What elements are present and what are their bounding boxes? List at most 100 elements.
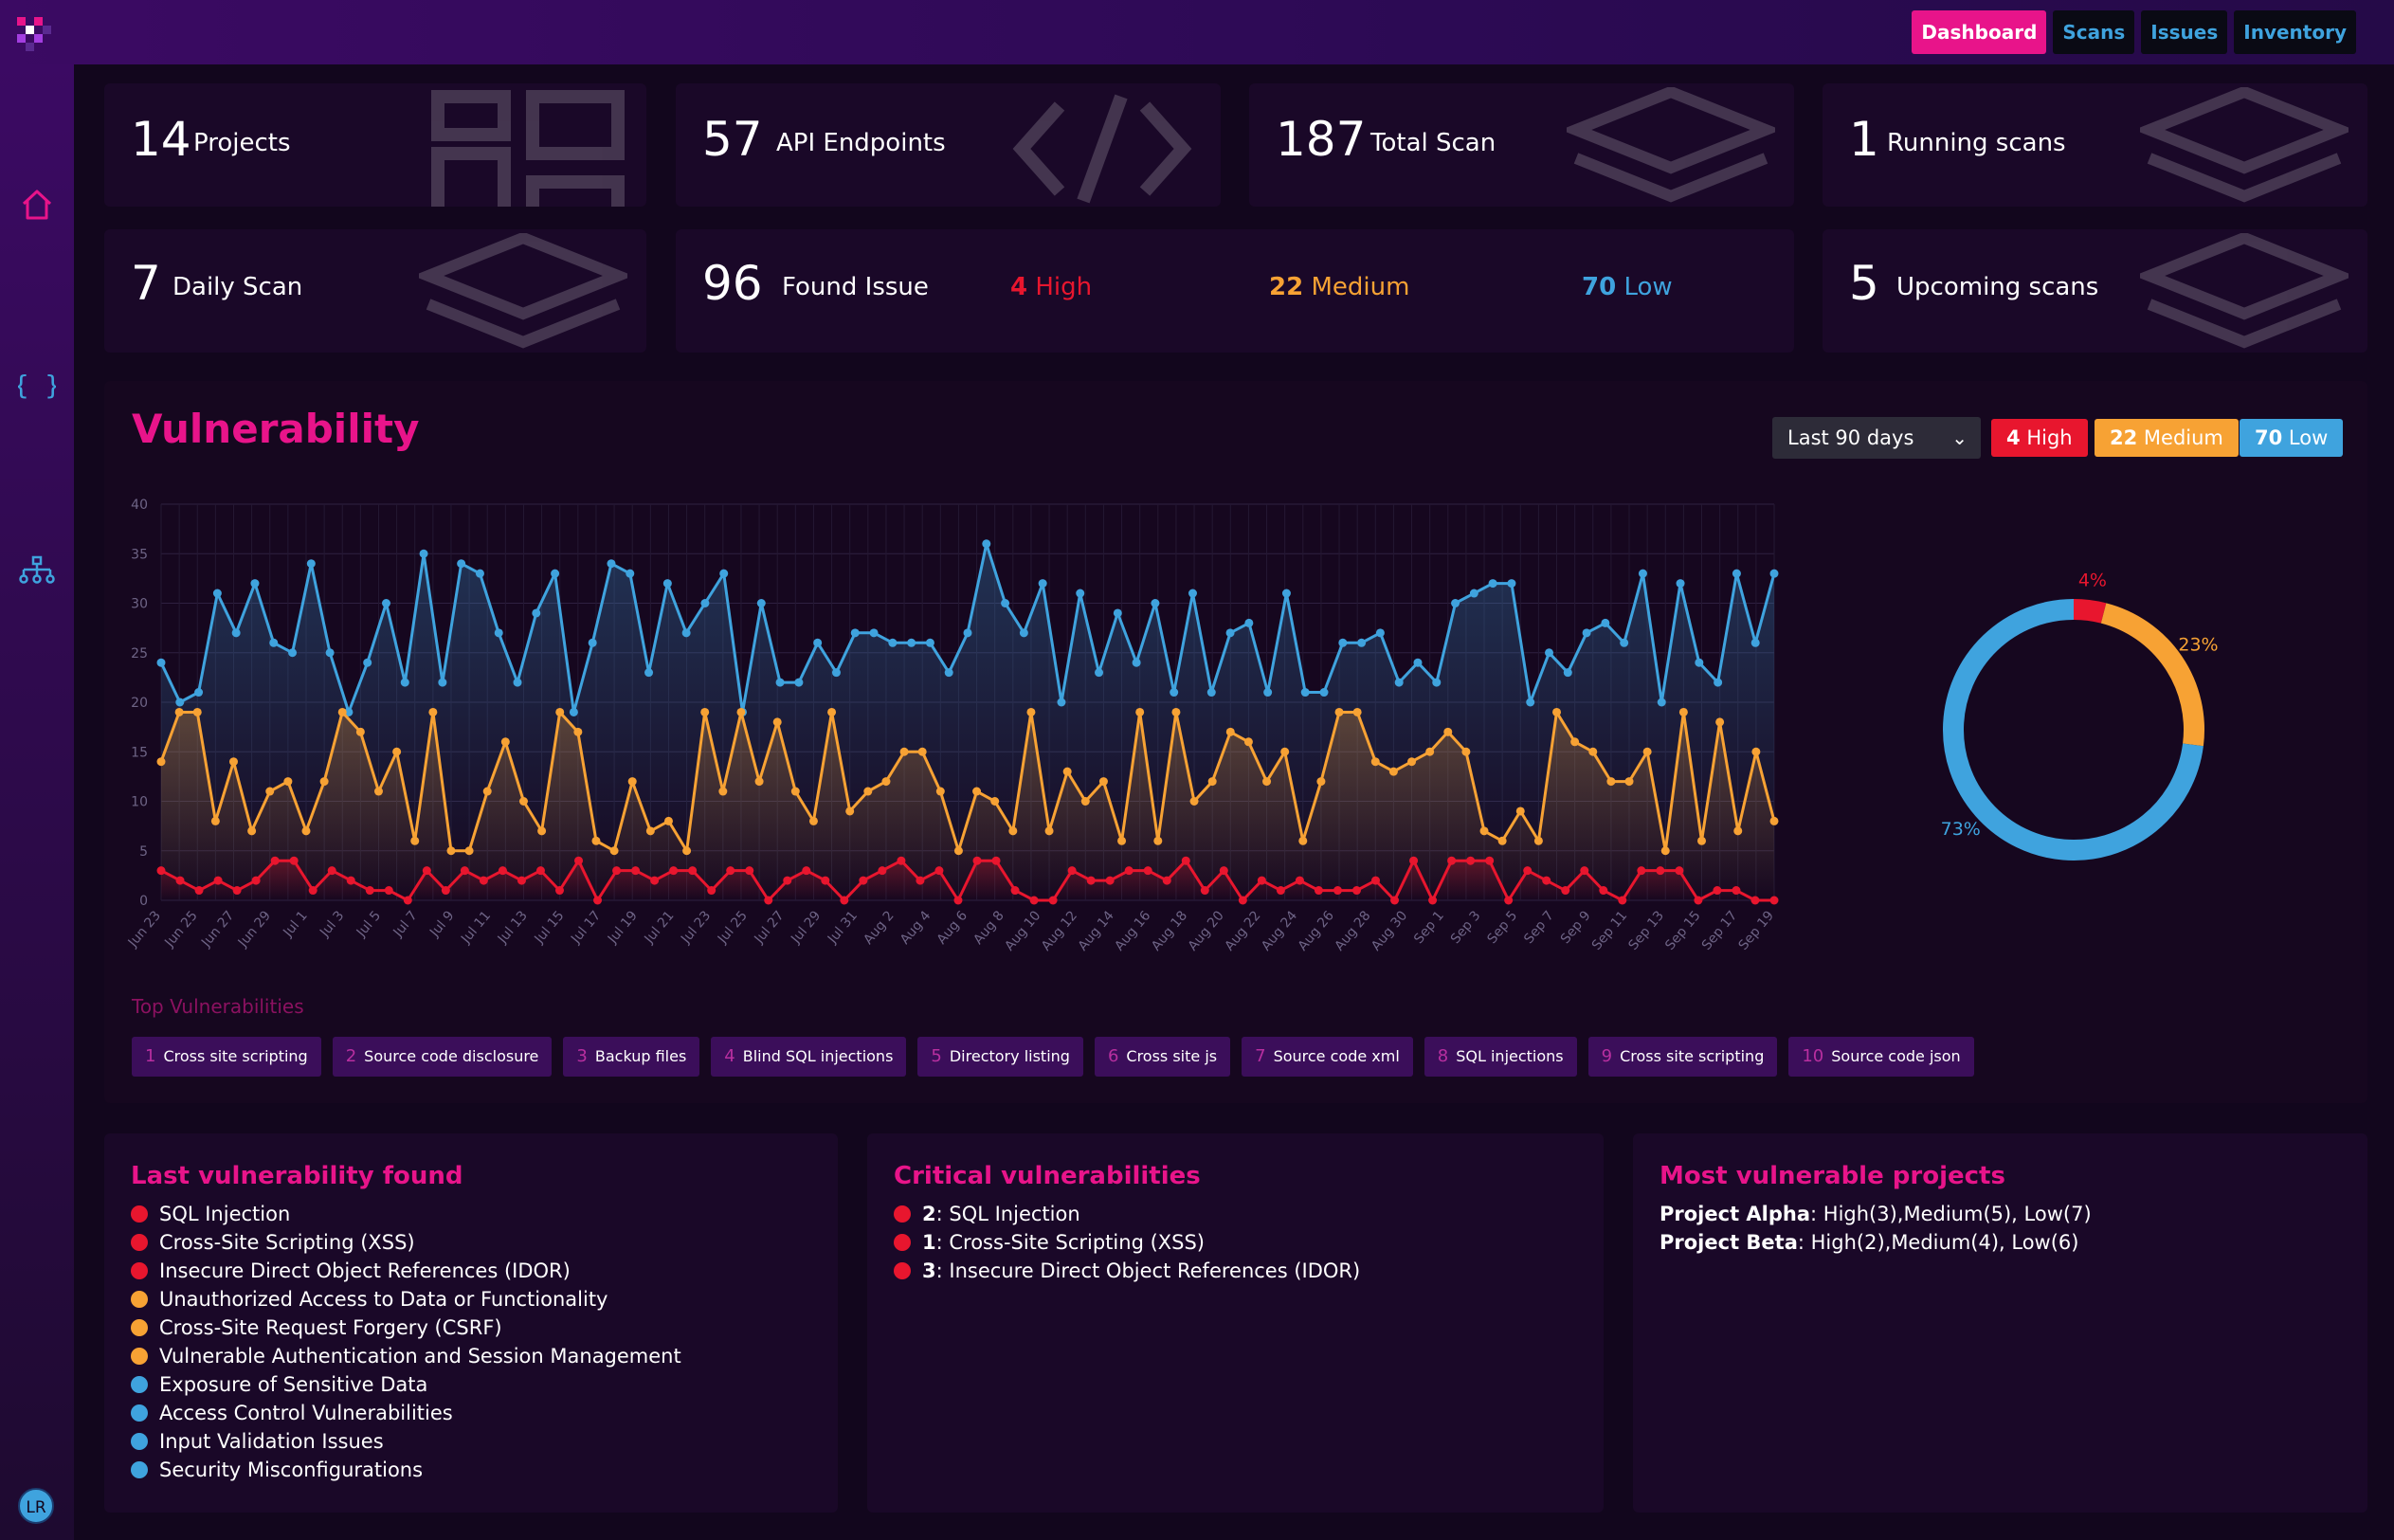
data-point-medium[interactable] <box>537 826 547 836</box>
data-point-low[interactable] <box>438 678 447 687</box>
data-point-low[interactable] <box>381 599 390 607</box>
data-point-medium[interactable] <box>863 787 873 796</box>
badge-high[interactable]: 4 High <box>1991 419 2088 457</box>
data-point-high[interactable] <box>631 866 641 876</box>
data-point-high[interactable] <box>1276 886 1285 896</box>
data-point-low[interactable] <box>907 638 916 647</box>
data-point-high[interactable] <box>991 856 1001 865</box>
data-point-low[interactable] <box>1151 599 1160 607</box>
data-point-medium[interactable] <box>790 787 800 796</box>
data-point-low[interactable] <box>1695 658 1704 667</box>
data-point-medium[interactable] <box>1715 717 1725 727</box>
data-point-low[interactable] <box>363 658 372 667</box>
data-point-medium[interactable] <box>174 707 184 716</box>
data-point-low[interactable] <box>719 569 729 578</box>
donut-slice-medium[interactable] <box>2100 603 2204 747</box>
data-point-medium[interactable] <box>482 787 492 796</box>
data-point-medium[interactable] <box>645 826 655 836</box>
data-point-high[interactable] <box>1656 866 1665 876</box>
data-point-medium[interactable] <box>736 707 746 716</box>
data-point-low[interactable] <box>1113 608 1122 618</box>
data-point-high[interactable] <box>346 876 355 885</box>
data-point-high[interactable] <box>1580 866 1589 876</box>
data-point-medium[interactable] <box>446 846 456 856</box>
data-point-high[interactable] <box>916 876 925 885</box>
data-point-high[interactable] <box>175 876 185 885</box>
data-point-medium[interactable] <box>373 787 383 796</box>
data-point-high[interactable] <box>498 866 507 876</box>
data-point-medium[interactable] <box>410 836 420 845</box>
data-point-medium[interactable] <box>428 707 438 716</box>
data-point-high[interactable] <box>1257 876 1266 885</box>
top-vulnerability-tag[interactable]: 1 Cross site scripting <box>132 1037 321 1077</box>
data-point-low[interactable] <box>288 648 298 658</box>
data-point-high[interactable] <box>859 876 868 885</box>
data-point-high[interactable] <box>1351 886 1361 896</box>
data-point-low[interactable] <box>700 599 710 607</box>
data-point-medium[interactable] <box>1479 826 1489 836</box>
data-point-high[interactable] <box>1618 896 1627 905</box>
data-point-high[interactable] <box>897 856 906 865</box>
data-point-low[interactable] <box>831 668 841 678</box>
top-vulnerability-tag[interactable]: 8 SQL injections <box>1424 1037 1577 1077</box>
donut-slice-high[interactable] <box>2073 599 2107 624</box>
data-point-low[interactable] <box>1526 698 1535 707</box>
data-point-medium[interactable] <box>1425 747 1435 756</box>
top-vulnerability-tag[interactable]: 6 Cross site js <box>1094 1037 1231 1077</box>
data-point-low[interactable] <box>1170 688 1179 698</box>
data-point-medium[interactable] <box>1135 707 1145 716</box>
data-point-low[interactable] <box>1769 569 1779 578</box>
data-point-medium[interactable] <box>899 747 909 756</box>
data-point-low[interactable] <box>607 559 616 569</box>
top-vulnerability-tag[interactable]: 5 Directory listing <box>917 1037 1083 1077</box>
data-point-medium[interactable] <box>1171 707 1181 716</box>
data-point-low[interactable] <box>1076 589 1085 598</box>
data-point-low[interactable] <box>1432 678 1442 687</box>
data-point-high[interactable] <box>270 856 280 865</box>
data-point-high[interactable] <box>422 866 431 876</box>
data-point-low[interactable] <box>850 628 860 638</box>
data-point-medium[interactable] <box>1606 777 1616 787</box>
data-point-high[interactable] <box>232 886 242 896</box>
data-point-low[interactable] <box>662 579 672 589</box>
nav-scans[interactable]: Scans <box>2053 10 2135 54</box>
data-point-medium[interactable] <box>1225 727 1235 736</box>
data-point-medium[interactable] <box>337 707 347 716</box>
data-point-medium[interactable] <box>1388 767 1398 776</box>
data-point-high[interactable] <box>327 866 336 876</box>
data-point-high[interactable] <box>1485 856 1495 865</box>
data-point-low[interactable] <box>1019 628 1028 638</box>
data-point-medium[interactable] <box>772 717 782 727</box>
data-point-medium[interactable] <box>1117 836 1127 845</box>
data-point-medium[interactable] <box>1407 757 1417 767</box>
data-point-medium[interactable] <box>1751 747 1761 756</box>
data-point-medium[interactable] <box>1280 747 1290 756</box>
top-vulnerability-tag[interactable]: 9 Cross site scripting <box>1587 1037 1778 1077</box>
data-point-medium[interactable] <box>464 846 474 856</box>
data-point-medium[interactable] <box>953 846 963 856</box>
data-point-medium[interactable] <box>1515 806 1525 816</box>
data-point-low[interactable] <box>156 658 166 667</box>
data-point-low[interactable] <box>1545 648 1554 658</box>
data-point-low[interactable] <box>175 698 185 707</box>
data-point-medium[interactable] <box>392 747 402 756</box>
data-point-medium[interactable] <box>1697 836 1707 845</box>
data-point-medium[interactable] <box>192 707 202 716</box>
data-point-medium[interactable] <box>754 777 764 787</box>
data-point-high[interactable] <box>1029 896 1039 905</box>
data-point-low[interactable] <box>1132 658 1141 667</box>
data-point-high[interactable] <box>821 876 830 885</box>
data-point-low[interactable] <box>532 608 541 618</box>
data-point-medium[interactable] <box>1733 826 1743 836</box>
data-point-medium[interactable] <box>1769 816 1779 825</box>
data-point-high[interactable] <box>213 876 223 885</box>
data-point-medium[interactable] <box>1352 707 1362 716</box>
data-point-low[interactable] <box>1095 668 1104 678</box>
data-point-medium[interactable] <box>845 806 855 816</box>
data-point-high[interactable] <box>1599 886 1608 896</box>
data-point-high[interactable] <box>1750 896 1760 905</box>
data-point-low[interactable] <box>344 707 354 716</box>
data-point-low[interactable] <box>475 569 484 578</box>
data-point-medium[interactable] <box>1334 707 1344 716</box>
data-point-high[interactable] <box>764 896 773 905</box>
